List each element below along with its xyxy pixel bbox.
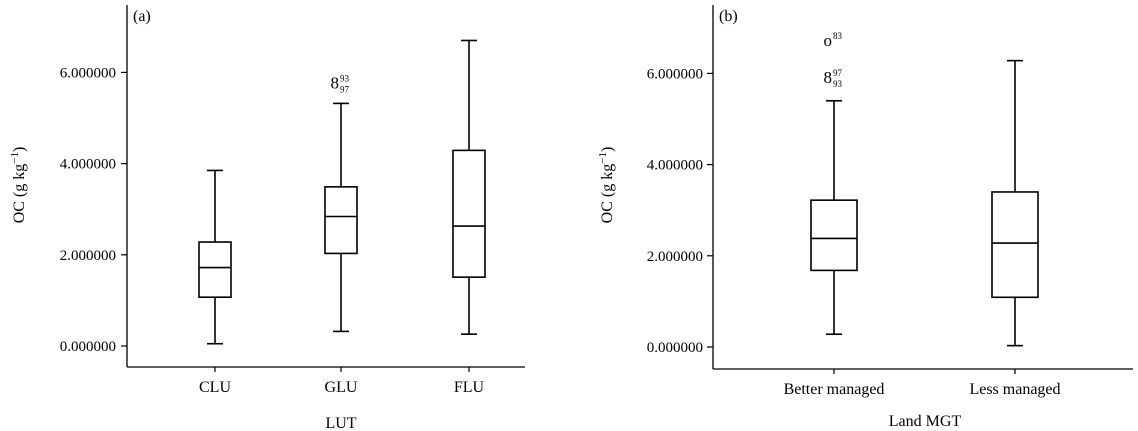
outlier-marker: o [824, 31, 833, 50]
box-clu [198, 169, 232, 345]
y-tick-label: 0.000000 [647, 340, 703, 356]
x-tick-label: FLU [454, 379, 485, 396]
y-tick-label: 6.000000 [647, 66, 703, 82]
outlier-marker: 8 [824, 68, 833, 87]
outlier-case-label: 93 [833, 79, 843, 89]
iqr-box [324, 186, 358, 255]
x-tick-label: Less managed [969, 381, 1060, 398]
outlier-case-label: 93 [340, 73, 350, 83]
box-less-managed [991, 59, 1039, 347]
panel-label: (a) [133, 8, 151, 25]
y-tick-label: 2.000000 [647, 249, 703, 265]
y-axis-label: OC (g kg−1) [9, 147, 28, 224]
y-tick-label: 4.000000 [60, 157, 116, 173]
iqr-box [198, 241, 232, 299]
iqr-box [452, 149, 486, 278]
box-flu [452, 39, 486, 335]
box-better-managed [810, 99, 858, 336]
y-axis-label: OC (g kg−1) [597, 147, 616, 224]
panel-b: (b) 0.000000 2.000000 4.000000 6.000000 Bette… [597, 5, 1133, 430]
x-axis-label: Land MGT [889, 413, 962, 430]
x-axis-label: LUT [325, 415, 356, 431]
x-tick-label: Better managed [784, 381, 885, 398]
y-tick-label: 2.000000 [60, 248, 116, 264]
iqr-box [991, 191, 1039, 299]
y-tick-label: 6.000000 [60, 65, 116, 81]
x-tick-label: GLU [325, 379, 358, 396]
panel-label: (b) [719, 8, 738, 25]
iqr-box [810, 199, 858, 272]
outlier-marker: 8 [331, 73, 340, 92]
outlier-case-label: 97 [833, 68, 843, 78]
y-tick-label: 0.000000 [60, 339, 116, 355]
y-tick-label: 4.000000 [647, 158, 703, 174]
box-glu [324, 102, 358, 333]
x-tick-label: CLU [199, 379, 231, 396]
outlier-case-label: 83 [833, 31, 843, 41]
outlier-case-label: 97 [340, 84, 350, 94]
panel-a: (a) 0.000000 2.000000 4.000000 6.000000 CLU GL… [9, 5, 525, 431]
